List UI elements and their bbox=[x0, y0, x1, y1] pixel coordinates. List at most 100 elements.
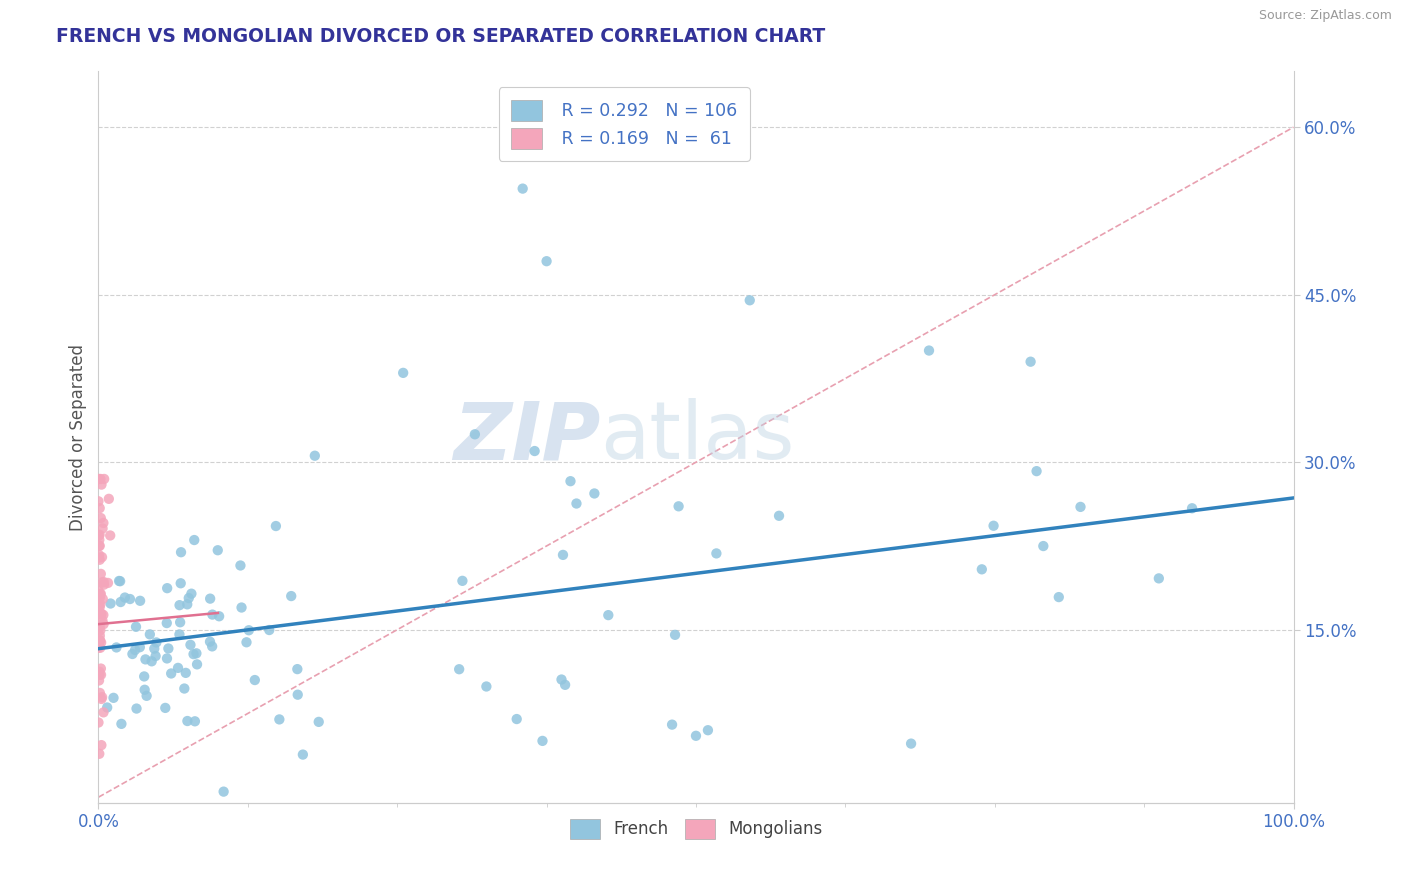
Point bbox=[90, 511, 112, 525]
Point bbox=[186, 657, 208, 672]
Point bbox=[125, 701, 148, 715]
Point bbox=[87, 548, 110, 562]
Point bbox=[560, 474, 582, 488]
Point bbox=[93, 472, 115, 486]
Text: Source: ZipAtlas.com: Source: ZipAtlas.com bbox=[1258, 9, 1392, 22]
Point bbox=[108, 574, 131, 589]
Point bbox=[554, 678, 576, 692]
Point bbox=[89, 633, 111, 648]
Point bbox=[1069, 500, 1091, 514]
Point bbox=[89, 607, 111, 621]
Text: atlas: atlas bbox=[600, 398, 794, 476]
Point bbox=[169, 598, 191, 612]
Point bbox=[118, 592, 141, 607]
Point bbox=[169, 615, 191, 630]
Point bbox=[170, 545, 193, 559]
Point bbox=[89, 553, 111, 567]
Point bbox=[238, 624, 260, 638]
Point bbox=[565, 496, 588, 510]
Point bbox=[392, 366, 415, 380]
Point bbox=[89, 665, 111, 679]
Point bbox=[128, 640, 150, 655]
Point bbox=[87, 472, 110, 486]
Point bbox=[143, 641, 166, 656]
Point bbox=[125, 620, 148, 634]
Point bbox=[145, 635, 167, 649]
Point bbox=[91, 690, 114, 705]
Text: FRENCH VS MONGOLIAN DIVORCED OR SEPARATED CORRELATION CHART: FRENCH VS MONGOLIAN DIVORCED OR SEPARATE… bbox=[56, 27, 825, 45]
Point bbox=[90, 607, 112, 622]
Point bbox=[183, 533, 205, 547]
Text: ZIP: ZIP bbox=[453, 398, 600, 476]
Point bbox=[87, 539, 110, 553]
Point bbox=[160, 666, 183, 681]
Point bbox=[668, 500, 690, 514]
Point bbox=[89, 501, 111, 516]
Point bbox=[512, 181, 534, 195]
Point bbox=[87, 583, 110, 598]
Point bbox=[89, 635, 111, 649]
Point bbox=[121, 647, 143, 661]
Point bbox=[124, 643, 146, 657]
Point bbox=[664, 628, 686, 642]
Point bbox=[89, 686, 111, 700]
Point bbox=[90, 566, 112, 581]
Point bbox=[280, 589, 302, 603]
Point bbox=[259, 623, 281, 637]
Point bbox=[287, 688, 309, 702]
Point bbox=[685, 729, 707, 743]
Point bbox=[87, 640, 110, 655]
Point bbox=[141, 654, 163, 668]
Point bbox=[174, 665, 197, 680]
Point bbox=[900, 737, 922, 751]
Point bbox=[89, 533, 111, 547]
Point bbox=[1019, 354, 1042, 368]
Point bbox=[201, 640, 224, 654]
Point bbox=[243, 673, 266, 687]
Point bbox=[918, 343, 941, 358]
Point bbox=[89, 667, 111, 681]
Point bbox=[89, 528, 111, 542]
Point bbox=[1032, 539, 1054, 553]
Point bbox=[738, 293, 761, 308]
Point bbox=[156, 581, 179, 595]
Point bbox=[90, 607, 112, 621]
Point bbox=[89, 472, 111, 486]
Point bbox=[134, 652, 156, 666]
Point bbox=[186, 646, 208, 660]
Point bbox=[180, 587, 202, 601]
Point bbox=[91, 591, 114, 606]
Point bbox=[970, 562, 993, 576]
Point bbox=[93, 706, 115, 720]
Point bbox=[531, 734, 554, 748]
Point bbox=[285, 662, 308, 676]
Point bbox=[110, 595, 132, 609]
Point bbox=[212, 784, 235, 798]
Point bbox=[87, 715, 110, 730]
Point bbox=[134, 682, 156, 697]
Point bbox=[89, 747, 111, 761]
Point bbox=[90, 668, 112, 682]
Point bbox=[506, 712, 529, 726]
Point bbox=[176, 598, 198, 612]
Point bbox=[93, 607, 115, 622]
Point bbox=[89, 633, 111, 648]
Point bbox=[110, 717, 132, 731]
Legend: French, Mongolians: French, Mongolians bbox=[562, 812, 830, 846]
Point bbox=[91, 613, 114, 627]
Point bbox=[134, 669, 156, 683]
Point bbox=[264, 519, 287, 533]
Point bbox=[96, 700, 118, 714]
Point bbox=[93, 617, 115, 632]
Point bbox=[1147, 571, 1170, 585]
Point bbox=[97, 575, 120, 590]
Point bbox=[90, 587, 112, 601]
Point bbox=[269, 713, 291, 727]
Point bbox=[93, 575, 115, 590]
Point bbox=[170, 576, 193, 591]
Point bbox=[583, 486, 606, 500]
Point bbox=[184, 714, 207, 729]
Point bbox=[87, 494, 110, 508]
Point bbox=[89, 600, 111, 615]
Point bbox=[93, 516, 115, 530]
